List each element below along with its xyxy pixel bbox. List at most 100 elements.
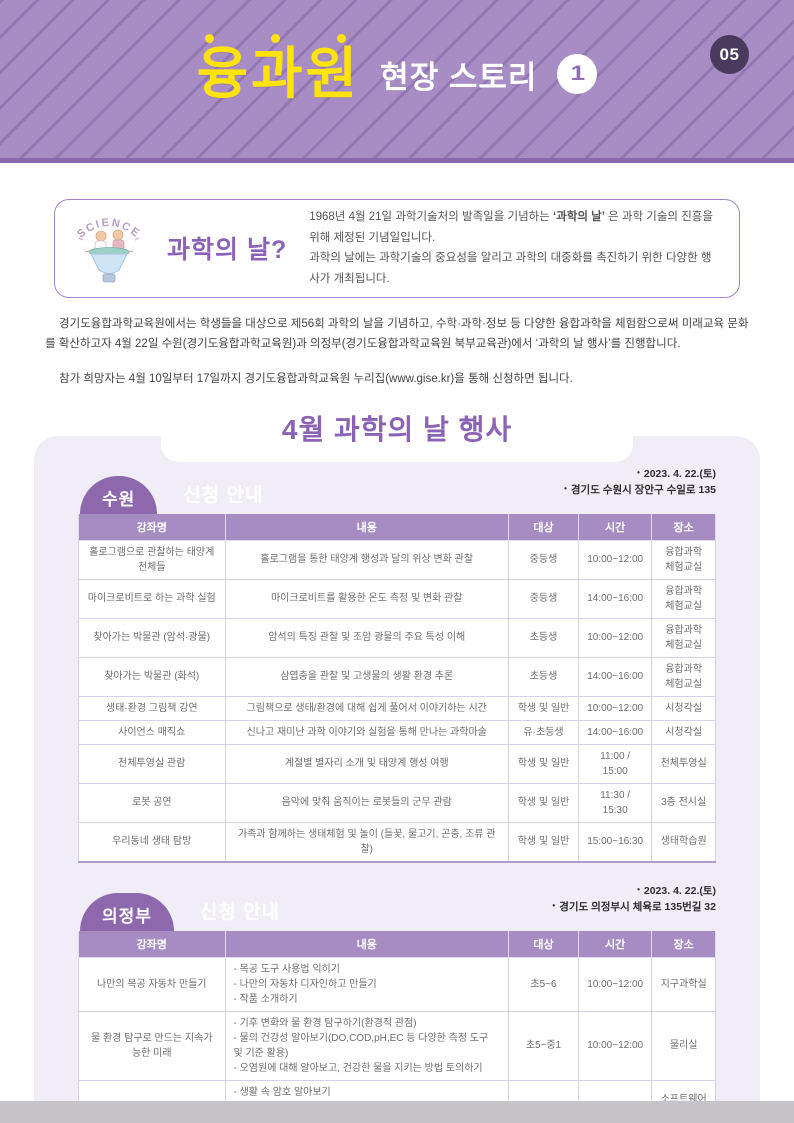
- page-banner: 융과원 현장 스토리 1 05: [0, 0, 794, 163]
- table-cell: 14:00~16:00: [578, 656, 653, 697]
- event-section: 4월 과학의 날 행사 수원 신청 안내 2023. 4. 22.(토) 경기도…: [0, 414, 794, 1123]
- schedule-table: 강좌명 내용 대상 시간 장소 나만의 목공 자동차 만들기 - 목공 도구 사용법 익히…: [78, 930, 716, 1123]
- column-header: 시간: [578, 930, 653, 958]
- section-heading: 신청 안내: [199, 901, 281, 923]
- table-row: 찾아가는 박물관 (화석) 삼엽충을 관찰 및 고생물의 생활 환경 추론 초등생 1…: [78, 656, 716, 697]
- science-day-description: 1968년 4월 21일 과학기술처의 발족일을 기념하는 ‘과학의 날’ 은 …: [309, 207, 721, 290]
- table-cell: 중등생: [507, 539, 580, 580]
- content-line: - 목공 도구 사용법 익히기: [233, 963, 340, 975]
- table-cell: 초등생: [507, 656, 580, 697]
- schedule-table: 강좌명 내용 대상 시간 장소 홀로그램으로 관찰하는 태양계 천체들 홀로그램을 통한 …: [78, 513, 716, 863]
- event-location-section: 수원 신청 안내 2023. 4. 22.(토) 경기도 수원시 장안구 수일로…: [78, 468, 716, 863]
- table-cell: 천체투영실 관람: [78, 743, 226, 784]
- content-line: 마이크로비트를 활용한 온도 측정 및 변화 관찰: [270, 593, 463, 605]
- table-cell: 나만의 목공 자동차 만들기: [78, 956, 226, 1012]
- content-line: 음악에 맞춰 움직이는 로봇들의 군무 관람: [281, 797, 452, 809]
- table-row: 나만의 목공 자동차 만들기 - 목공 도구 사용법 익히기 - 나만의 자동차 디…: [78, 956, 716, 1012]
- table-cell: 생태·환경 그림책 강연: [78, 695, 226, 721]
- intro-paragraph-1: 경기도융합과학교육원에서는 학생들을 대상으로 제56회 과학의 날을 기념하고…: [45, 317, 749, 351]
- table-cell: 11:00 / 15:00: [578, 743, 653, 784]
- table-cell: 10:00~12:00: [578, 956, 653, 1012]
- page-number: 05: [719, 44, 740, 64]
- table-cell: 찾아가는 박물관 (화석): [78, 656, 226, 697]
- column-header: 장소: [651, 930, 716, 958]
- table-cell: 생태학습원: [651, 821, 716, 863]
- content-line: - 나만의 자동차 디자인하고 만들기: [233, 978, 377, 990]
- section-heading: 신청 안내: [183, 484, 264, 506]
- svg-text:SCIENCE: SCIENCE: [75, 217, 143, 241]
- event-title: 4월 과학의 날 행사: [281, 413, 513, 445]
- table-cell: 암석의 특징 관찰 및 조암 광물의 주요 특성 이해: [224, 617, 509, 658]
- table-cell: 학생 및 일반: [507, 821, 580, 863]
- content-line: 홀로그램을 통한 태양계 행성과 달의 위상 변화 관찰: [260, 554, 474, 566]
- column-header: 장소: [651, 513, 716, 541]
- table-cell: 학생 및 일반: [507, 782, 580, 823]
- column-header: 시간: [578, 513, 653, 541]
- table-cell: 초5~중1: [507, 1010, 580, 1081]
- table-cell: 물 환경 탐구로 만드는 지속가능한 미래: [78, 1010, 226, 1081]
- content-line: 그림책으로 생태/환경에 대해 쉽게 풀어서 이야기하는 시간: [246, 702, 487, 714]
- table-header-row: 강좌명 내용 대상 시간 장소: [78, 930, 716, 958]
- table-cell: 10:00~12:00: [578, 695, 653, 721]
- issue-number-badge: 1: [557, 54, 598, 94]
- sections-root: 수원 신청 안내 2023. 4. 22.(토) 경기도 수원시 장안구 수일로…: [78, 468, 716, 1123]
- table-row: 로봇 공연 음악에 맞춰 움직이는 로봇들의 군무 관람 학생 및 일반 11:30 …: [78, 782, 716, 823]
- footer-strip: [0, 1101, 794, 1123]
- table-cell: 찾아가는 박물관 (암석·광물): [78, 617, 226, 658]
- table-cell: 시청각실: [651, 695, 716, 721]
- table-header-row: 강좌명 내용 대상 시간 장소: [78, 513, 716, 541]
- column-header: 대상: [507, 930, 580, 958]
- event-panel: 수원 신청 안내 2023. 4. 22.(토) 경기도 수원시 장안구 수일로…: [34, 435, 760, 1123]
- table-row: 물 환경 탐구로 만드는 지속가능한 미래 - 기후 변화와 물 환경 탐구하기(…: [78, 1010, 716, 1081]
- table-cell: 융합과학 체험교실: [651, 539, 716, 580]
- section-header: 수원 신청 안내 2023. 4. 22.(토) 경기도 수원시 장안구 수일로…: [78, 468, 716, 514]
- content-line: 삼엽충을 관찰 및 고생물의 생활 환경 추론: [280, 671, 454, 683]
- table-cell: 3층 전시실: [651, 782, 716, 823]
- table-cell: 유·초등생: [507, 719, 580, 745]
- science-day-box: SCIENCE 과학의 날? 1968년 4월 21일 과학기술처의 발족일을 …: [54, 199, 740, 298]
- table-cell: 중등생: [507, 578, 580, 619]
- panel-top-notch: [161, 435, 633, 462]
- table-cell: 그림책으로 생태/환경에 대해 쉽게 풀어서 이야기하는 시간: [224, 695, 509, 721]
- table-cell: 홀로그램을 통한 태양계 행성과 달의 위상 변화 관찰: [224, 539, 509, 580]
- science-day-line1-prefix: 1968년 4월 21일 과학기술처의 발족일을 기념하는: [309, 211, 554, 223]
- table-cell: 물리실: [651, 1010, 716, 1081]
- table-cell: 우리동네 생태 탐방: [78, 821, 226, 863]
- table-row: 생태·환경 그림책 강연 그림책으로 생태/환경에 대해 쉽게 풀어서 이야기하는…: [78, 695, 716, 721]
- table-cell: 홀로그램으로 관찰하는 태양계 천체들: [78, 539, 226, 580]
- column-header: 강좌명: [78, 930, 226, 958]
- table-row: 사이언스 매직쇼 신나고 재미난 과학 이야기와 실험을 통해 만나는 과학마술 유…: [78, 719, 716, 745]
- section-meta: 2023. 4. 22.(토) 경기도 수원시 장안구 수일로 135: [564, 466, 716, 499]
- table-cell: - 목공 도구 사용법 익히기 - 나만의 자동차 디자인하고 만들기 - 작품 소…: [224, 956, 509, 1012]
- content-line: - 생활 속 암호 알아보기: [233, 1086, 331, 1098]
- table-cell: - 기후 변화와 물 환경 탐구하기(환경적 관점) - 물의 건강성 알아보기(…: [224, 1010, 509, 1081]
- table-cell: 천체투영실: [651, 743, 716, 784]
- science-bulb-icon: SCIENCE: [65, 208, 153, 289]
- intro-paragraph-2: 참가 희망자는 4월 10일부터 17일까지 경기도융합과학교육원 누리집(ww…: [59, 373, 573, 386]
- location-badge: 의정부: [80, 892, 174, 931]
- page-number-badge: 05: [710, 35, 749, 74]
- table-cell: 삼엽충을 관찰 및 고생물의 생활 환경 추론: [224, 656, 509, 697]
- table-cell: 초등생: [507, 617, 580, 658]
- table-cell: 음악에 맞춰 움직이는 로봇들의 군무 관람: [224, 782, 509, 823]
- table-row: 홀로그램으로 관찰하는 태양계 천체들 홀로그램을 통한 태양계 행성과 달의 위…: [78, 539, 716, 580]
- content-line: 가족과 함께하는 생태체험 및 놀이 (들꽃, 물고기, 곤충, 조류 관찰): [237, 828, 496, 855]
- location-badge: 수원: [80, 475, 158, 514]
- banner-title: 현장 스토리: [380, 59, 538, 95]
- science-day-line1-suffix: 은 과학 기술의 진흥을 위해 제정된 기념일입니다.: [309, 211, 713, 244]
- table-cell: 초5~6: [507, 956, 580, 1012]
- table-cell: 융합과학 체험교실: [651, 656, 716, 697]
- issue-number: 1: [570, 62, 585, 85]
- banner-content: 융과원 현장 스토리 1: [0, 0, 794, 102]
- table-cell: 사이언스 매직쇼: [78, 719, 226, 745]
- science-day-heading: 과학의 날?: [167, 236, 288, 265]
- table-cell: 마이크로비트를 활용한 온도 측정 및 변화 관찰: [224, 578, 509, 619]
- table-row: 마이크로비트로 하는 과학 실험 마이크로비트를 활용한 온도 측정 및 변화 관…: [78, 578, 716, 619]
- logo-decoration-dots: [204, 34, 347, 43]
- table-cell: 학생 및 일반: [507, 695, 580, 721]
- table-cell: 15:00~16:30: [578, 821, 653, 863]
- table-cell: 지구과학실: [651, 956, 716, 1012]
- table-cell: 융합과학 체험교실: [651, 578, 716, 619]
- content-line: - 오염원에 대해 알아보고, 건강한 물을 지키는 방법 토의하기: [233, 1062, 483, 1074]
